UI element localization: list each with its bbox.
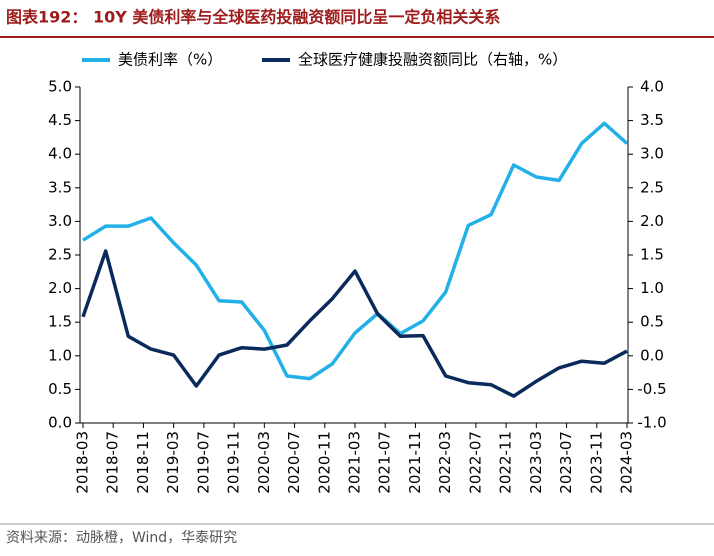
x-tick-label: 2021-07 bbox=[376, 431, 394, 494]
y-tick-label: 3.0 bbox=[48, 212, 72, 230]
x-tick-label: 2022-07 bbox=[466, 431, 484, 494]
x-tick-label: 2021-11 bbox=[406, 431, 424, 494]
y-tick-label: 2.0 bbox=[48, 279, 72, 297]
y2-tick-label: 0.5 bbox=[640, 313, 664, 331]
y-tick-label: 2.5 bbox=[48, 246, 72, 264]
y2-tick-label: 2.5 bbox=[640, 178, 664, 196]
y-tick-label: 4.5 bbox=[48, 111, 72, 129]
x-tick-label: 2022-11 bbox=[497, 431, 515, 494]
y-tick-label: 0.5 bbox=[48, 380, 72, 398]
legend-label: 全球医疗健康投融资额同比（右轴，%） bbox=[298, 51, 567, 69]
y2-tick-label: -1.0 bbox=[637, 414, 666, 432]
y2-tick-label: 3.5 bbox=[640, 111, 664, 129]
y2-tick-label: 0.0 bbox=[640, 346, 664, 364]
y-tick-label: 5.0 bbox=[48, 78, 72, 96]
x-tick-label: 2019-07 bbox=[194, 431, 212, 494]
y2-tick-label: 1.5 bbox=[640, 246, 664, 264]
x-tick-label: 2023-03 bbox=[527, 431, 545, 494]
x-tick-label: 2023-11 bbox=[587, 431, 605, 494]
series-line bbox=[81, 249, 628, 398]
y2-tick-label: 3.0 bbox=[640, 145, 664, 163]
y-tick-label: 0.0 bbox=[48, 414, 72, 432]
x-tick-label: 2021-03 bbox=[346, 431, 364, 494]
legend-label: 美债利率（%） bbox=[118, 51, 222, 69]
y2-tick-label: -0.5 bbox=[637, 380, 666, 398]
x-tick-label: 2018-03 bbox=[74, 431, 92, 494]
y2-tick-label: 2.0 bbox=[640, 212, 664, 230]
x-tick-label: 2024-03 bbox=[618, 431, 636, 494]
x-tick-label: 2018-11 bbox=[134, 431, 152, 494]
x-tick-label: 2018-07 bbox=[104, 431, 122, 494]
y-tick-label: 4.0 bbox=[48, 145, 72, 163]
y-tick-label: 1.5 bbox=[48, 313, 72, 331]
y-tick-label: 1.0 bbox=[48, 346, 72, 364]
chart-title: 图表192： 10Y 美债利率与全球医药投融资额同比呈一定负相关关系 bbox=[6, 8, 500, 27]
x-tick-label: 2022-03 bbox=[436, 431, 454, 494]
source: 资料来源：动脉橙，Wind，华泰研究 bbox=[6, 530, 237, 546]
x-tick-label: 2019-03 bbox=[164, 431, 182, 494]
x-tick-label: 2020-11 bbox=[315, 431, 333, 494]
y-tick-label: 3.5 bbox=[48, 178, 72, 196]
x-tick-label: 2023-07 bbox=[557, 431, 575, 494]
y2-tick-label: 1.0 bbox=[640, 279, 664, 297]
x-tick-label: 2019-11 bbox=[225, 431, 243, 494]
series-line bbox=[82, 121, 629, 381]
y2-tick-label: 4.0 bbox=[640, 78, 664, 96]
x-tick-label: 2020-03 bbox=[255, 431, 273, 494]
x-tick-label: 2020-07 bbox=[285, 431, 303, 494]
